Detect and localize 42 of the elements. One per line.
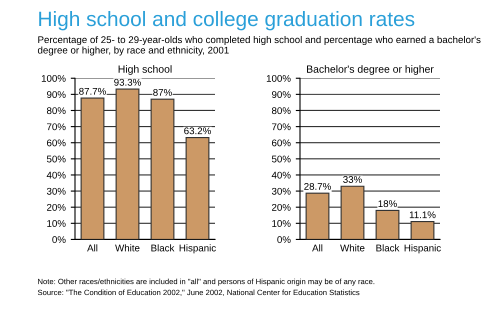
y-tick-label: 0% — [52, 236, 66, 244]
y-tick-label: 30% — [272, 188, 291, 195]
data-label: 87.7% — [79, 88, 106, 95]
data-label: 93.3% — [114, 78, 141, 86]
y-tick-label: 80% — [272, 107, 291, 114]
chart-title: High school — [118, 65, 172, 75]
y-tick-label: 60% — [47, 139, 66, 146]
data-label: 63.2% — [184, 127, 211, 134]
x-tick-label: Black — [376, 244, 400, 252]
x-tick-label: All — [87, 244, 98, 252]
y-tick-label: 20% — [47, 204, 66, 211]
x-tick-label: All — [312, 244, 322, 252]
y-tick-label: 70% — [272, 123, 291, 130]
data-label: 33% — [343, 176, 362, 183]
y-tick-label: 90% — [272, 91, 291, 98]
x-tick-label: White — [115, 244, 140, 252]
y-tick-label: 10% — [47, 220, 66, 227]
y-tick-label: 10% — [272, 220, 291, 227]
data-label: 18% — [378, 200, 397, 208]
y-tick-label: 90% — [46, 91, 66, 98]
y-tick-label: 80% — [46, 107, 66, 114]
y-tick-label: 40% — [46, 172, 66, 179]
chart-title: Bachelor's degree or higher — [307, 65, 434, 75]
y-tick-label: 50% — [272, 156, 291, 162]
text: High school and college graduation rates — [39, 10, 414, 30]
data-label: 87% — [153, 89, 172, 96]
y-tick-label: 100% — [266, 74, 291, 82]
data-label: 28.7% — [304, 182, 331, 190]
y-tick-label: 70% — [47, 123, 66, 130]
x-tick-label: Hispanic — [404, 244, 441, 254]
y-tick-label: 100% — [42, 74, 66, 82]
y-tick-label: 60% — [272, 139, 291, 146]
y-tick-label: 0% — [277, 236, 291, 244]
y-tick-label: 50% — [46, 156, 66, 162]
x-tick-label: White — [340, 244, 364, 252]
y-tick-label: 20% — [272, 204, 291, 211]
x-tick-label: Black — [151, 244, 174, 252]
data-label: 11.1% — [410, 211, 436, 218]
text: Percentage of 25- to 29-year-olds who completed high school and percentage who earned a bachelor's degree or higher, by race and ethnicity, 2001 — [38, 36, 481, 56]
y-tick-label: 30% — [46, 188, 66, 195]
y-tick-label: 40% — [272, 172, 291, 179]
x-tick-label: Hispanic — [180, 244, 216, 254]
